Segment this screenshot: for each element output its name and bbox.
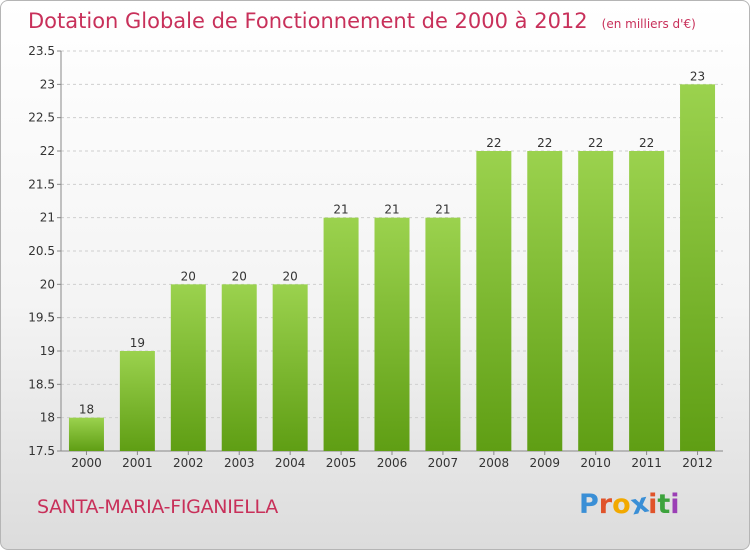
data-label-2004: 20 [283, 269, 298, 283]
y-tick-label: 19 [40, 344, 55, 358]
x-tick-label-2007: 2007 [428, 456, 459, 470]
data-label-2010: 22 [588, 136, 603, 150]
bar-2006 [374, 217, 410, 451]
y-tick-label: 18.5 [28, 377, 55, 391]
x-tick-label-2000: 2000 [71, 456, 102, 470]
title-text: Dotation Globale de Fonctionnement de 20… [28, 9, 588, 33]
x-tick-label-2002: 2002 [173, 456, 204, 470]
bar-2010 [578, 151, 614, 451]
y-tick-label: 21.5 [28, 177, 55, 191]
bar-2001 [119, 351, 155, 451]
y-tick-label: 23 [40, 77, 55, 91]
y-tick-label: 22.5 [28, 111, 55, 125]
x-tick-label-2009: 2009 [529, 456, 560, 470]
x-tick-label-2012: 2012 [682, 456, 713, 470]
logo-letter: t [657, 489, 671, 520]
bar-2011 [629, 151, 665, 451]
chart-title: Dotation Globale de Fonctionnement de 20… [28, 9, 696, 33]
data-label-2005: 21 [333, 203, 348, 217]
bar-2005 [323, 217, 359, 451]
logo-letter: i [670, 489, 680, 520]
y-tick-label: 17.5 [28, 444, 55, 458]
y-tick-labels: 17.5 18 18.5 19 19.5 20 20.5 21 21.5 22 22.5 23 23.5 [28, 44, 55, 458]
bar-2003 [221, 284, 257, 451]
x-tick-label-2005: 2005 [326, 456, 357, 470]
bar-2008 [476, 151, 512, 451]
x-tick-label-2003: 2003 [224, 456, 255, 470]
y-tick-label: 20 [40, 277, 55, 291]
data-label-2011: 22 [639, 136, 654, 150]
x-tick-label-2010: 2010 [580, 456, 611, 470]
bar-2012 [680, 84, 716, 451]
data-label-2000: 18 [79, 403, 94, 417]
y-tick-label: 21 [40, 211, 55, 225]
unit-subtitle: (en milliers d'€) [601, 17, 696, 31]
proxiti-logo[interactable]: Proxiti [579, 488, 680, 522]
y-tick-label: 19.5 [28, 311, 55, 325]
y-tick-label: 22 [40, 144, 55, 158]
bar-2009 [527, 151, 563, 451]
y-tick-label: 20.5 [28, 244, 55, 258]
logo-letter: i [648, 489, 658, 520]
data-label-2009: 22 [537, 136, 552, 150]
data-labels: 18 19 20 20 20 21 21 21 22 22 22 22 23 [79, 69, 705, 416]
x-tick-label-2004: 2004 [275, 456, 306, 470]
logo-letter: r [598, 489, 613, 520]
logo-letter: P [579, 489, 599, 520]
y-tick-label: 23.5 [28, 44, 55, 58]
x-tick-labels: 2000 2001 2002 2003 2004 2005 2006 2007 2008 2009… [71, 456, 713, 470]
logo-letter: o [612, 489, 631, 520]
data-label-2006: 21 [384, 203, 399, 217]
bar-2007 [425, 217, 461, 451]
x-tick-label-2008: 2008 [479, 456, 510, 470]
bars [68, 84, 716, 451]
data-label-2012: 23 [690, 69, 705, 83]
data-label-2007: 21 [435, 203, 450, 217]
data-label-2002: 20 [181, 269, 196, 283]
bar-2004 [272, 284, 308, 451]
bar-2000 [68, 417, 104, 451]
bar-2002 [170, 284, 206, 451]
x-tick-label-2001: 2001 [122, 456, 153, 470]
data-label-2001: 19 [130, 336, 145, 350]
data-label-2003: 20 [232, 269, 247, 283]
x-tick-label-2011: 2011 [631, 456, 662, 470]
commune-name: SANTA-MARIA-FIGANIELLA [37, 496, 278, 518]
x-tick-label-2006: 2006 [377, 456, 408, 470]
y-tick-label: 18 [40, 411, 55, 425]
data-label-2008: 22 [486, 136, 501, 150]
